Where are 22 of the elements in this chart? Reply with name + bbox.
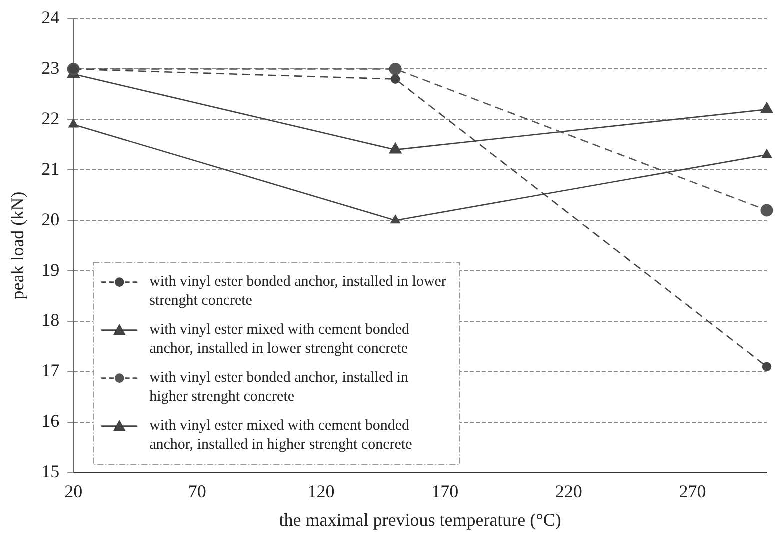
y-tick-label: 22 <box>42 108 60 128</box>
legend-label: with vinyl ester bonded anchor, installed in higher strenght concrete <box>150 370 410 406</box>
x-tick-label: 220 <box>555 481 582 502</box>
x-tick-label: 70 <box>188 481 206 502</box>
y-tick-label: 15 <box>42 462 60 482</box>
x-tick-label: 170 <box>432 481 459 502</box>
y-tick-label: 20 <box>42 209 60 230</box>
legend-label: with vinyl ester mixed with cement bonded anchor, installed in lower strenght concrete <box>150 322 410 358</box>
x-tick-label: 120 <box>308 481 335 502</box>
legend-label: with vinyl ester mixed with cement bonded anchor, installed in higher strenght concrete <box>150 418 413 454</box>
x-axis-title: the maximal previous temperature (°C) <box>279 510 562 530</box>
legend-label: with vinyl ester bonded anchor, installed in lower strenght concrete <box>150 274 446 310</box>
y-tick-label: 21 <box>42 158 60 179</box>
y-tick-label: 17 <box>42 360 60 381</box>
y-tick-label: 19 <box>42 260 60 280</box>
y-tick-label: 18 <box>42 310 60 330</box>
y-tick-label: 16 <box>42 411 60 432</box>
x-tick-label: 270 <box>679 481 706 502</box>
y-tick-label: 23 <box>42 58 60 78</box>
x-tick-label: 20 <box>64 481 83 502</box>
y-tick-label: 24 <box>42 8 60 28</box>
y-axis-title: peak load (kN) <box>8 192 28 300</box>
